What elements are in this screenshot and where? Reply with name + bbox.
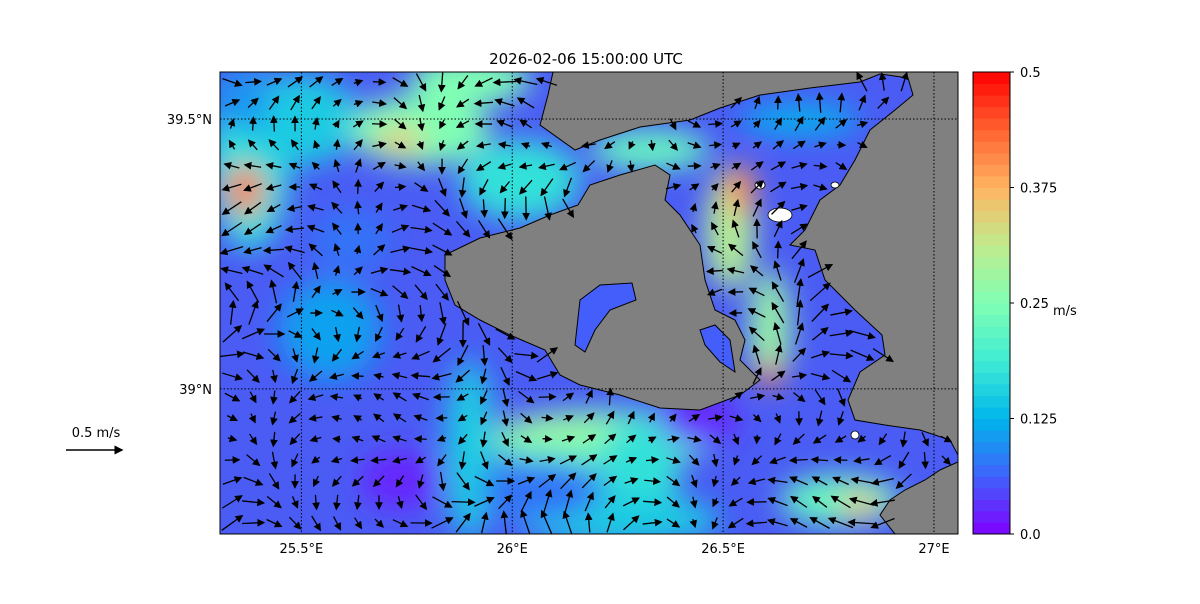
colorbar-step <box>973 315 1010 327</box>
current-arrow <box>352 376 363 377</box>
colorbar-step <box>973 349 1010 361</box>
colorbar-step <box>973 453 1010 465</box>
lon-tick-label: 26°E <box>497 542 528 557</box>
colorbar-step <box>973 268 1010 280</box>
current-arrow <box>778 242 779 259</box>
map-area <box>210 55 958 545</box>
current-arrow <box>757 435 758 443</box>
colorbar-step <box>973 522 1010 534</box>
current-arrow <box>372 124 386 125</box>
current-arrow <box>778 97 779 110</box>
colorbar-step <box>973 118 1010 130</box>
current-arrow <box>505 198 506 218</box>
colorbar-step <box>973 141 1010 153</box>
speed-patch <box>210 70 270 130</box>
colorbar-step <box>973 164 1010 176</box>
colorbar-step <box>973 84 1010 96</box>
speed-patch <box>725 165 755 215</box>
colorbar-step <box>973 199 1010 211</box>
speed-patch <box>350 95 490 165</box>
colorbar-step <box>973 407 1010 419</box>
colorbar-step <box>973 257 1010 269</box>
current-arrow <box>253 117 254 130</box>
island-islet <box>768 208 792 222</box>
colorbar-step <box>973 476 1010 488</box>
island-islet <box>851 431 859 439</box>
colorbar-step <box>973 211 1010 223</box>
colorbar-step <box>973 465 1010 477</box>
reference-arrow-label: 0.5 m/s <box>72 426 121 441</box>
colorbar-tick-label: 0.25 <box>1020 297 1049 312</box>
lat-tick-label: 39°N <box>179 383 212 398</box>
colorbar-step <box>973 95 1010 107</box>
current-arrow <box>543 439 552 440</box>
colorbar-step <box>973 430 1010 442</box>
colorbar-step <box>973 419 1010 431</box>
colorbar-ticks: 0.0 0.125 0.25 0.375 0.5 <box>1010 66 1057 543</box>
colorbar-tick-label: 0.125 <box>1020 413 1057 428</box>
colorbar-step <box>973 291 1010 303</box>
speed-patch <box>375 130 425 150</box>
colorbar-step <box>973 488 1010 500</box>
colorbar-steps <box>973 72 1010 535</box>
current-arrow <box>225 460 239 461</box>
current-arrow <box>835 460 848 461</box>
colorbar-step <box>973 234 1010 246</box>
colorbar-step <box>973 176 1010 188</box>
colorbar-step <box>973 442 1010 454</box>
colorbar-tick-label: 0.5 <box>1020 66 1041 81</box>
colorbar-step <box>973 338 1010 350</box>
reference-arrow: 0.5 m/s <box>66 426 122 450</box>
colorbar-step <box>973 72 1010 84</box>
longitude-ticks: 25.5°E 26°E 26.5°E 27°E <box>280 542 950 557</box>
island-islet <box>831 182 839 188</box>
colorbar-step <box>973 130 1010 142</box>
colorbar-step <box>973 153 1010 165</box>
lat-tick-label: 39.5°N <box>167 113 212 128</box>
lon-tick-label: 27°E <box>918 542 949 557</box>
lon-tick-label: 26.5°E <box>701 542 745 557</box>
colorbar-label: m/s <box>1053 304 1077 319</box>
colorbar: 0.0 0.125 0.25 0.375 0.5 m/s <box>973 66 1077 543</box>
colorbar-step <box>973 384 1010 396</box>
current-arrow <box>373 82 385 83</box>
colorbar-step <box>973 511 1010 523</box>
current-arrow <box>274 116 275 131</box>
colorbar-step <box>973 361 1010 373</box>
current-arrow <box>333 439 340 440</box>
map-title: 2026-02-06 15:00:00 UTC <box>489 50 683 68</box>
speed-patch <box>310 210 390 270</box>
latitude-ticks: 39.5°N 39°N <box>167 113 212 398</box>
speed-patch <box>480 460 600 520</box>
colorbar-tick-label: 0.375 <box>1020 182 1057 197</box>
colorbar-step <box>973 280 1010 292</box>
current-arrow <box>452 502 475 503</box>
colorbar-step <box>973 188 1010 200</box>
colorbar-step <box>973 107 1010 119</box>
colorbar-tick-label: 0.0 <box>1020 528 1041 543</box>
current-arrow <box>358 180 359 194</box>
colorbar-step <box>973 326 1010 338</box>
colorbar-step <box>973 245 1010 257</box>
lon-tick-label: 25.5°E <box>280 542 324 557</box>
colorbar-step <box>973 222 1010 234</box>
speed-patch <box>500 415 620 445</box>
speed-patch <box>445 360 495 540</box>
colorbar-step <box>973 395 1010 407</box>
colorbar-step <box>973 372 1010 384</box>
colorbar-step <box>973 499 1010 511</box>
speed-patch <box>460 140 580 220</box>
colorbar-step <box>973 303 1010 315</box>
